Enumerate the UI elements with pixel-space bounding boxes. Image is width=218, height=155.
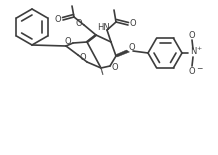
Text: O: O <box>76 18 82 27</box>
Text: HN: HN <box>97 24 109 33</box>
Text: O: O <box>130 20 136 29</box>
Polygon shape <box>115 50 129 57</box>
Text: O: O <box>129 44 135 53</box>
Text: O: O <box>189 31 195 40</box>
Text: +: + <box>196 46 201 51</box>
Text: O: O <box>65 36 71 46</box>
Text: N: N <box>190 47 196 57</box>
Text: O: O <box>55 15 61 24</box>
Text: O: O <box>189 66 195 75</box>
Text: O: O <box>112 62 118 71</box>
Text: −: − <box>196 64 202 73</box>
Text: O: O <box>80 53 86 62</box>
Polygon shape <box>86 35 97 42</box>
